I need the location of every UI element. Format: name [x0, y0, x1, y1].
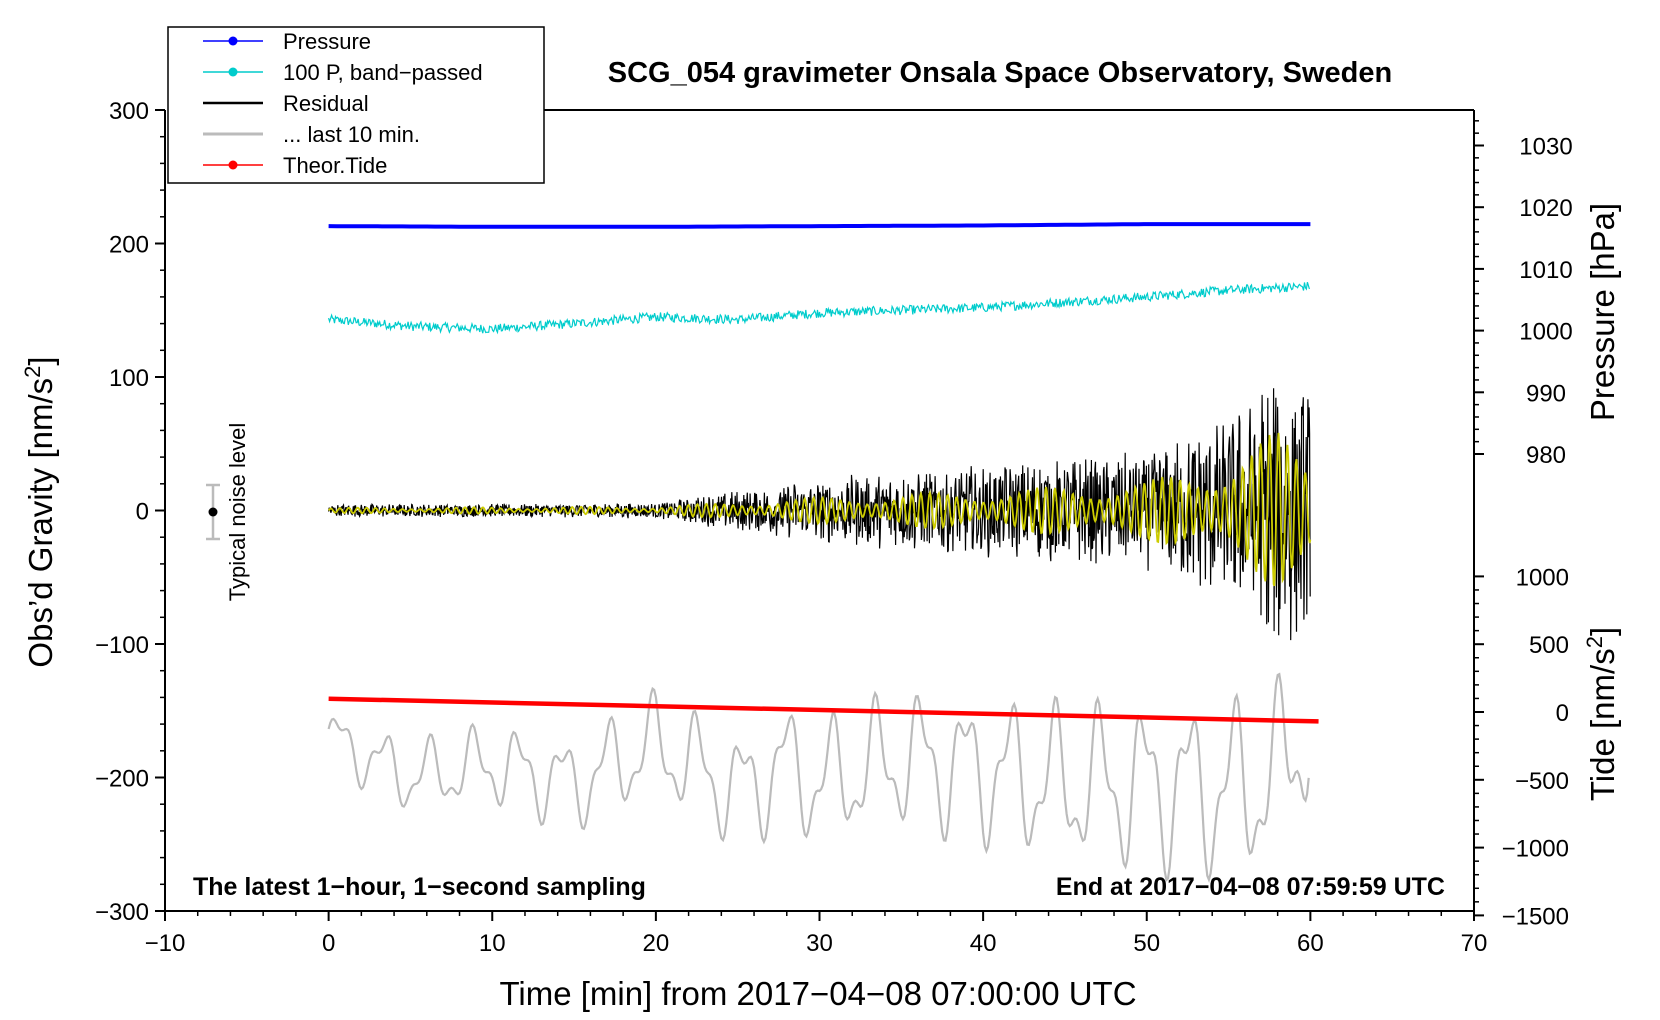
y-tick-label: −100	[95, 632, 149, 659]
legend-label: 100 P, band−passed	[283, 60, 483, 85]
x-axis-label: Time [min] from 2017−04−08 07:00:00 UTC	[499, 975, 1136, 1012]
x-tick-label: 70	[1461, 930, 1488, 957]
legend-marker	[228, 160, 238, 170]
legend: Pressure 100 P, band−passed Residual ... la…	[167, 26, 545, 184]
y-tick-label: 0	[136, 499, 149, 526]
pressure-tick-label: 1010	[1519, 257, 1572, 284]
annotation-left: The latest 1−hour, 1−second sampling	[193, 873, 646, 901]
bottom-ticks: −10 0 10 20 30 40 50 60 70	[145, 911, 1488, 957]
series-pressure	[328, 222, 1311, 229]
pressure-tick-label: 1030	[1519, 134, 1572, 161]
pressure-tick-label: 1020	[1519, 195, 1572, 222]
series-residual	[328, 388, 1311, 641]
noise-level-bar	[206, 483, 220, 541]
x-tick-label: 20	[643, 930, 670, 957]
chart-title: SCG_054 gravimeter Onsala Space Observat…	[608, 57, 1392, 89]
legend-box	[167, 26, 545, 184]
y-tick-label: 300	[109, 98, 149, 125]
left-ticks: −300 −200 −100 0 100 200 300	[95, 98, 165, 926]
legend-label: Theor.Tide	[283, 153, 387, 178]
noise-level-marker	[208, 507, 218, 517]
series-theor-tide	[328, 696, 1319, 724]
tide-tick-label: −500	[1515, 768, 1569, 795]
tide-tick-label: 500	[1529, 632, 1569, 659]
noise-level-label: Typical noise level	[225, 423, 250, 602]
series-last-10-min	[327, 672, 1310, 884]
y-tick-label: 200	[109, 232, 149, 259]
x-tick-label: 30	[806, 930, 833, 957]
legend-marker	[228, 36, 238, 46]
y-axis-label-tide: Tide [nm/s2]	[1582, 627, 1622, 801]
right-ticks: 980 990 1000 1010 1020 1030 −1500 −1000 −500 0 500…	[1474, 120, 1573, 930]
tide-tick-label: −1000	[1502, 836, 1569, 863]
series-residual-filtered	[327, 432, 1312, 587]
series-pressure-bandpassed	[328, 281, 1310, 335]
legend-label: ... last 10 min.	[283, 122, 420, 147]
y-tick-label: −300	[95, 899, 149, 926]
tide-tick-label: −1500	[1502, 903, 1569, 930]
x-tick-label: 40	[970, 930, 997, 957]
tide-tick-label: 0	[1556, 700, 1569, 727]
x-tick-label: −10	[145, 930, 186, 957]
x-tick-label: 60	[1297, 930, 1324, 957]
pressure-tick-label: 1000	[1519, 319, 1572, 346]
legend-marker	[228, 67, 238, 77]
series-layer	[327, 222, 1319, 884]
annotation-right: End at 2017−04−08 07:59:59 UTC	[1056, 873, 1445, 901]
legend-label: Pressure	[283, 29, 371, 54]
y-tick-label: −200	[95, 766, 149, 793]
x-tick-label: 50	[1133, 930, 1160, 957]
y-axis-label-pressure: Pressure [hPa]	[1584, 203, 1621, 421]
tide-tick-label: 1000	[1516, 564, 1569, 591]
legend-label: Residual	[283, 91, 369, 116]
x-tick-label: 0	[322, 930, 335, 957]
y-axis-label-left: Obs’d Gravity [nm/s2]	[20, 356, 60, 667]
x-tick-label: 10	[479, 930, 506, 957]
pressure-tick-label: 980	[1526, 442, 1566, 469]
pressure-tick-label: 990	[1526, 380, 1566, 407]
y-tick-label: 100	[109, 365, 149, 392]
